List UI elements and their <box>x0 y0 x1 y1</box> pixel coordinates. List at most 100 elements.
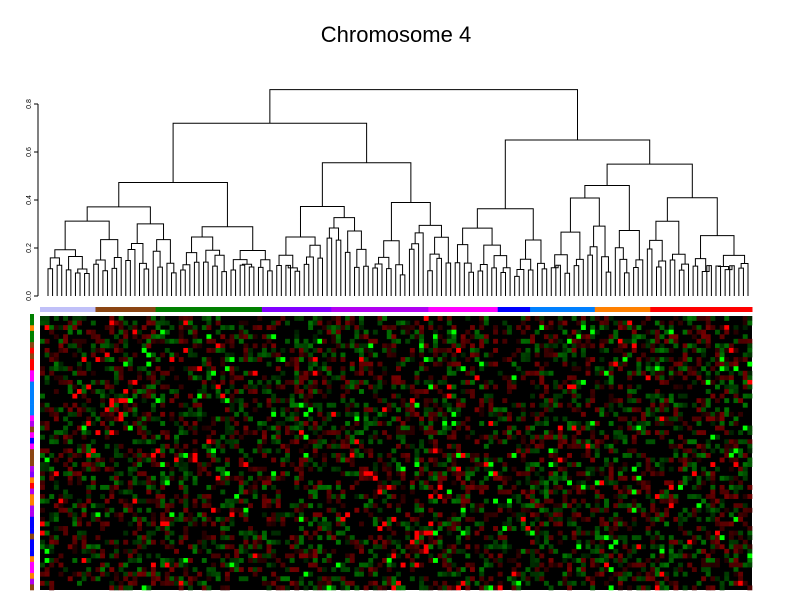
heatmap-cell <box>345 320 351 326</box>
heatmap-cell <box>687 343 693 349</box>
heatmap-cell <box>474 462 480 467</box>
heatmap-cell <box>715 539 720 545</box>
heatmap-cell <box>724 361 730 367</box>
row-group-bar <box>30 381 34 388</box>
heatmap-cell <box>275 379 281 385</box>
heatmap-cell <box>76 480 82 486</box>
heatmap-cell <box>335 494 341 499</box>
heatmap-cell <box>243 343 249 349</box>
heatmap-cell <box>719 544 725 550</box>
heatmap-cell <box>446 393 452 399</box>
heatmap-cell <box>63 462 69 467</box>
heatmap-cell <box>432 343 438 349</box>
heatmap-cell <box>331 375 337 381</box>
heatmap-cell <box>63 439 69 445</box>
heatmap-cell <box>224 398 230 404</box>
heatmap-cell <box>613 448 619 454</box>
heatmap-cell <box>442 338 448 344</box>
heatmap-cell <box>243 430 249 436</box>
heatmap-cell <box>192 576 198 582</box>
heatmap-cell <box>340 325 346 330</box>
heatmap-cell <box>187 558 193 563</box>
heatmap-cell <box>442 462 448 467</box>
heatmap-cell <box>86 567 92 573</box>
row-group-bar <box>30 398 34 405</box>
heatmap-cell <box>631 544 637 550</box>
heatmap-cell <box>72 462 78 467</box>
heatmap-cell <box>520 375 526 381</box>
heatmap-cell <box>372 430 378 436</box>
heatmap-cell <box>474 457 480 463</box>
heatmap-cell <box>146 338 152 344</box>
row-group-bar <box>30 370 34 377</box>
heatmap-cell <box>627 571 633 577</box>
heatmap-cell <box>673 539 679 545</box>
heatmap-cell <box>44 567 50 573</box>
heatmap-cell <box>613 411 619 417</box>
heatmap-cell <box>469 480 475 486</box>
heatmap-cell <box>322 521 327 527</box>
heatmap-cell <box>178 453 184 458</box>
heatmap-cell <box>386 421 392 426</box>
heatmap-cell <box>137 521 143 527</box>
heatmap-cell <box>599 384 605 390</box>
heatmap-cell <box>728 521 734 527</box>
heatmap-cell <box>280 443 286 449</box>
heatmap-cell <box>553 503 559 509</box>
heatmap-cell <box>483 398 489 404</box>
dendrogram-branch <box>399 274 406 296</box>
heatmap-cell <box>590 539 596 545</box>
heatmap-cell <box>312 334 318 340</box>
heatmap-cell <box>132 453 138 458</box>
heatmap-cell <box>474 521 480 527</box>
heatmap-cell <box>483 453 489 458</box>
heatmap-cell <box>442 571 448 577</box>
heatmap-cell <box>728 544 734 550</box>
heatmap-cell <box>100 338 106 344</box>
dendrogram-branch <box>372 267 378 296</box>
heatmap-cell <box>742 471 748 477</box>
heatmap-cell <box>317 434 323 440</box>
heatmap-cell <box>456 471 462 477</box>
heatmap-cell <box>710 462 716 467</box>
heatmap-cell <box>95 416 101 422</box>
heatmap-cell <box>414 503 420 509</box>
heatmap-cell <box>497 475 503 481</box>
heatmap-cell <box>155 489 161 495</box>
heatmap-cell <box>229 416 235 422</box>
column-group-bar <box>261 307 332 312</box>
heatmap-cell <box>285 576 290 582</box>
heatmap-cell <box>516 512 522 518</box>
heatmap-cell <box>312 316 318 321</box>
heatmap-cell <box>53 457 59 463</box>
heatmap-cell <box>118 347 124 353</box>
heatmap-cell <box>548 544 554 550</box>
heatmap-cell <box>137 498 143 504</box>
heatmap-cell <box>576 393 582 399</box>
heatmap-cell <box>118 443 124 449</box>
heatmap-cell <box>141 453 147 458</box>
heatmap-cell <box>294 539 300 545</box>
heatmap-cell <box>123 357 129 362</box>
heatmap-cell <box>308 480 314 486</box>
heatmap-cell <box>710 379 716 385</box>
heatmap-cell <box>534 539 540 545</box>
dendrogram-branch <box>606 163 693 198</box>
heatmap-cell <box>696 375 702 381</box>
heatmap-cell <box>664 338 670 344</box>
heatmap-cell <box>645 361 651 367</box>
heatmap-cell <box>322 421 327 426</box>
heatmap-cell <box>266 398 272 404</box>
heatmap-cell <box>654 471 660 477</box>
dendrogram-branch <box>738 267 744 296</box>
heatmap-cell <box>90 329 96 335</box>
heatmap-cell <box>118 366 124 372</box>
heatmap-cell <box>590 389 596 394</box>
heatmap-cell <box>543 361 549 367</box>
heatmap-cell <box>363 347 369 353</box>
heatmap-cell <box>141 347 147 353</box>
heatmap-cell <box>118 480 124 486</box>
heatmap-cell <box>627 389 633 394</box>
heatmap-cell <box>372 489 378 495</box>
heatmap-cell <box>682 507 688 513</box>
